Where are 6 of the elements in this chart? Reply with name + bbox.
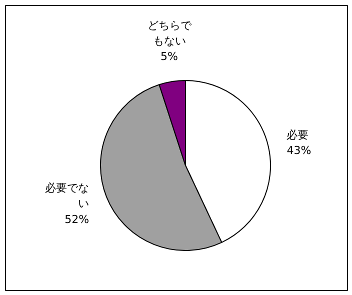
slice-label: 必要: [286, 128, 309, 142]
data-label: 5%: [160, 50, 178, 64]
data-label: 43%: [286, 144, 312, 158]
slice-label: 必要でない: [45, 182, 90, 210]
data-label: 52%: [64, 212, 90, 226]
slice-label: どちらでもない: [147, 18, 192, 48]
